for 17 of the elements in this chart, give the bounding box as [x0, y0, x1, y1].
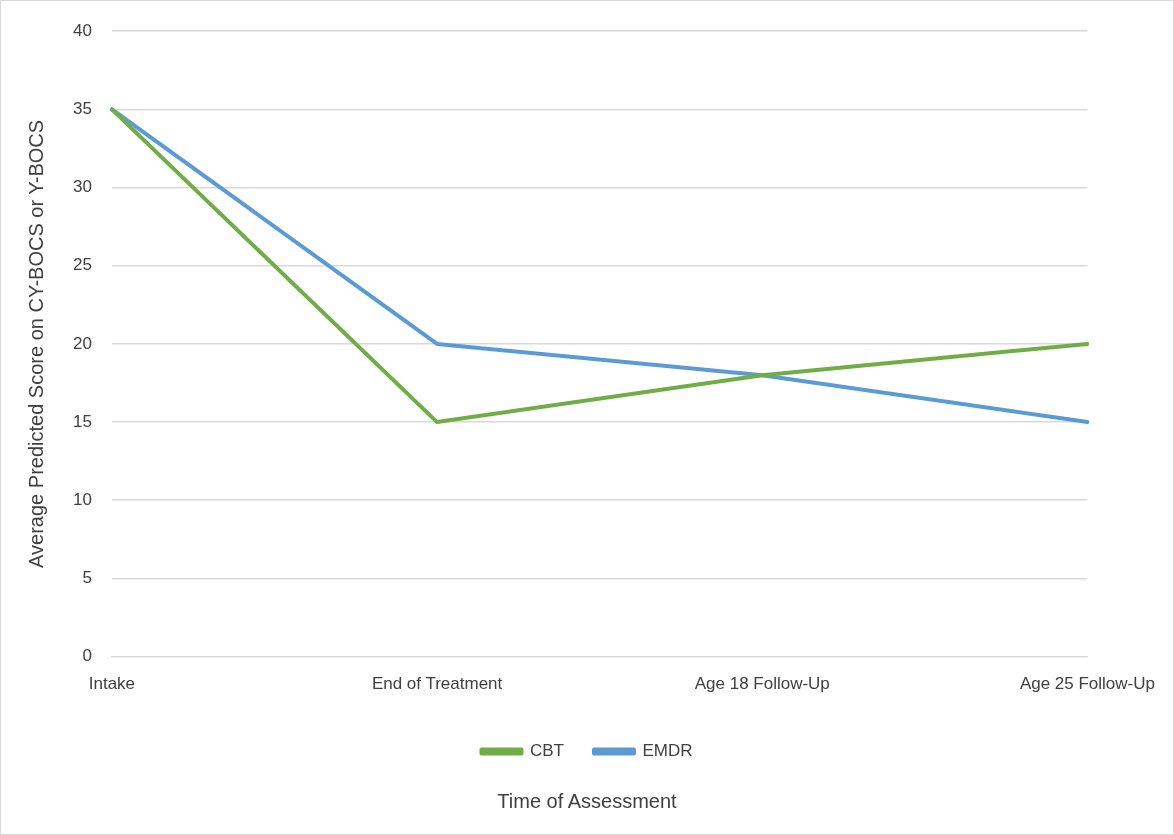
y-tick-label: 10	[72, 489, 92, 509]
x-tick-label: Intake	[88, 674, 136, 694]
x-tick-label: Age 18 Follow-Up	[694, 674, 830, 694]
y-tick-label: 5	[82, 568, 92, 588]
y-tick-label: 0	[82, 646, 92, 666]
y-tick-label: 40	[72, 20, 92, 40]
y-tick-label: 35	[72, 99, 92, 119]
x-tick-label: End of Treatment	[371, 674, 503, 694]
y-tick-label: 15	[72, 411, 92, 431]
y-tick-label: 25	[72, 255, 92, 275]
x-axis-title: Time of Assessment	[497, 789, 678, 812]
legend-label: CBT	[529, 741, 564, 761]
x-tick-label: Age 25 Follow-Up	[1019, 674, 1155, 694]
y-axis-title: Average Predicted Score on CY-BOCS or Y-BOCS	[24, 119, 47, 568]
legend-label: EMDR	[642, 741, 693, 761]
y-tick-label: 30	[72, 177, 92, 197]
y-tick-label: 20	[72, 333, 92, 353]
